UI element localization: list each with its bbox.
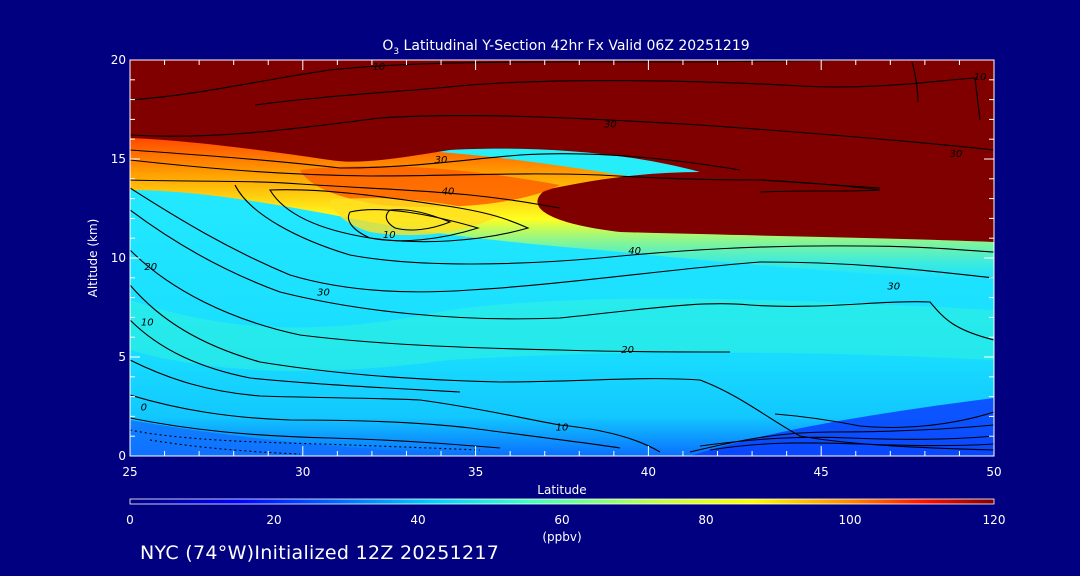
- contour-line: [130, 187, 994, 293]
- x-tick-label: 40: [641, 465, 656, 479]
- colorbar-tick-label: 0: [126, 513, 134, 527]
- y-axis: 0 5 10 15 20: [111, 53, 994, 463]
- ozone-field: [130, 60, 994, 456]
- contour-label: 30: [317, 288, 330, 299]
- contour-label: 40: [442, 187, 455, 198]
- contour-line: [130, 359, 661, 453]
- colorbar-tick-label: 20: [266, 513, 281, 527]
- y-tick-label: 0: [118, 449, 126, 463]
- contour-line: [130, 114, 994, 151]
- colorbar-tick-label: 40: [410, 513, 425, 527]
- contour-label: 10: [383, 230, 396, 241]
- contour-line: [699, 435, 994, 447]
- colorbar-tick-label: 100: [839, 513, 862, 527]
- contour-line: [130, 429, 481, 451]
- x-tick-label: 25: [122, 465, 137, 479]
- contour-line: [130, 179, 561, 209]
- y-tick-label: 20: [111, 53, 126, 67]
- contour-line: [254, 77, 981, 121]
- colorbar-tick-label: 80: [698, 513, 713, 527]
- contour-line: [149, 439, 301, 455]
- x-axis: 25 30 35 40 45 50: [122, 60, 1002, 479]
- contour-line: [911, 61, 919, 103]
- contour-label: 30: [887, 282, 900, 293]
- y-axis-label: Altitude (km): [86, 219, 100, 298]
- contour-label: 30: [950, 149, 963, 160]
- lower-greenish-band: [130, 298, 994, 371]
- contour-label: 20: [144, 262, 157, 273]
- contour-label: 10: [141, 317, 154, 328]
- colorbar: [129, 498, 995, 505]
- contour-label: 20: [621, 345, 634, 356]
- contour-labels: 10 20 30 10 0 10 20 30 40 40 30 30 10 30 10: [141, 62, 987, 433]
- contour-line: [130, 149, 741, 171]
- colorbar-tick-label: 120: [983, 513, 1006, 527]
- contour-line: [347, 209, 480, 242]
- contour-line: [130, 60, 906, 101]
- contour-line: [234, 184, 994, 265]
- boundary-layer-low: [690, 398, 994, 456]
- contour-line: [130, 284, 994, 451]
- colorbar-ticks: 0 20 40 60 80 100 120: [126, 513, 1005, 527]
- contour-label: 0: [141, 403, 147, 414]
- init-info: NYC (74°W)Initialized 12Z 20251217: [140, 542, 500, 564]
- contour-line: [709, 442, 994, 451]
- stratospheric-ozone: [130, 60, 994, 242]
- contour-label: 40: [628, 246, 641, 257]
- contour-line: [130, 319, 461, 393]
- contour-line: [130, 209, 994, 341]
- contour-label: 30: [604, 119, 617, 130]
- chart-title: O3 Latitudinal Y-Section 42hr Fx Valid 0…: [382, 38, 749, 57]
- contour-line: [759, 179, 881, 193]
- contour-label: 10: [556, 422, 569, 433]
- y-tick-label: 10: [111, 251, 126, 265]
- x-tick-label: 30: [295, 465, 310, 479]
- x-axis-label: Latitude: [537, 483, 586, 497]
- colorbar-unit: (ppbv): [542, 530, 581, 544]
- x-tick-label: 50: [986, 465, 1001, 479]
- y-tick-label: 5: [118, 350, 126, 364]
- contour-lines: [130, 60, 994, 455]
- contour-label: 10: [372, 62, 385, 73]
- contour-line: [385, 209, 452, 231]
- colorbar-tick-label: 60: [554, 513, 569, 527]
- boundary-layer-blue: [130, 420, 420, 456]
- contour-line: [130, 159, 881, 189]
- contour-line: [269, 189, 530, 243]
- contour-line: [130, 417, 501, 449]
- contour-label: 10: [974, 72, 987, 83]
- contour-label: 30: [435, 155, 448, 166]
- x-tick-label: 35: [468, 465, 483, 479]
- contour-line: [130, 249, 731, 353]
- contour-line: [774, 411, 994, 429]
- x-tick-label: 45: [814, 465, 829, 479]
- y-tick-label: 15: [111, 152, 126, 166]
- contour-line: [130, 394, 621, 449]
